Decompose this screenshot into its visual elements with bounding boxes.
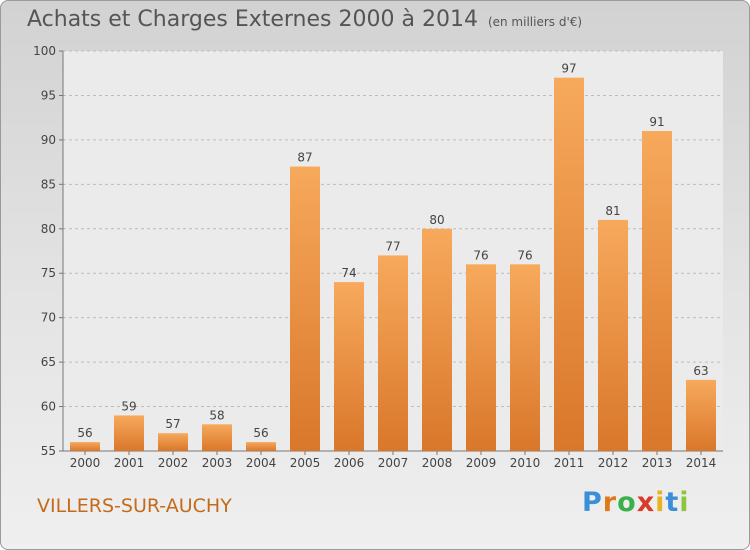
- x-tick-label: 2008: [422, 456, 453, 470]
- x-tick-label: 2005: [290, 456, 321, 470]
- bar-value-label: 97: [561, 62, 576, 76]
- logo-letter: t: [665, 487, 680, 518]
- x-tick-label: 2012: [598, 456, 629, 470]
- bar: [422, 228, 452, 451]
- bar: [378, 255, 408, 451]
- bar: [202, 424, 232, 451]
- logo-letter: x: [636, 487, 656, 518]
- proxiti-logo: Proxiti: [582, 487, 690, 518]
- bar: [510, 264, 540, 451]
- x-tick-label: 2010: [510, 456, 541, 470]
- bar-value-label: 74: [341, 266, 356, 280]
- bar-value-label: 58: [209, 408, 224, 422]
- x-tick-label: 2002: [158, 456, 189, 470]
- bar: [70, 442, 100, 451]
- x-tick-label: 2004: [246, 456, 277, 470]
- bar-value-label: 56: [253, 426, 268, 440]
- y-tick-label: 65: [41, 355, 56, 369]
- bar: [466, 264, 496, 451]
- bar-value-label: 87: [297, 151, 312, 165]
- logo-letter: o: [617, 487, 637, 518]
- y-tick-label: 60: [41, 400, 56, 414]
- y-tick-label: 100: [33, 44, 56, 58]
- logo-letter: i: [679, 487, 690, 518]
- logo-letter: i: [655, 487, 666, 518]
- x-tick-label: 2000: [70, 456, 101, 470]
- x-tick-label: 2014: [686, 456, 717, 470]
- bar: [334, 282, 364, 451]
- y-tick-label: 95: [41, 88, 56, 102]
- logo-letter: P: [582, 487, 603, 518]
- bar-value-label: 76: [473, 248, 488, 262]
- x-tick-label: 2011: [554, 456, 585, 470]
- bar: [290, 166, 320, 452]
- x-tick-label: 2001: [114, 456, 145, 470]
- bar-value-label: 81: [605, 204, 620, 218]
- y-tick-label: 80: [41, 222, 56, 236]
- bar: [158, 433, 188, 451]
- bar: [554, 77, 584, 452]
- bar: [598, 219, 628, 451]
- x-tick-label: 2013: [642, 456, 673, 470]
- x-tick-label: 2009: [466, 456, 497, 470]
- y-tick-label: 70: [41, 311, 56, 325]
- bar-value-label: 91: [649, 115, 664, 129]
- y-tick-label: 85: [41, 177, 56, 191]
- x-tick-label: 2007: [378, 456, 409, 470]
- chart-title: Achats et Charges Externes 2000 à 2014 (e…: [27, 7, 582, 32]
- y-tick-label: 90: [41, 133, 56, 147]
- bar-value-label: 63: [693, 364, 708, 378]
- bar-value-label: 76: [517, 248, 532, 262]
- bar: [114, 415, 144, 451]
- y-tick-label: 75: [41, 266, 56, 280]
- y-tick-label: 55: [41, 444, 56, 458]
- bar: [686, 379, 716, 451]
- bar: [246, 442, 276, 451]
- bar: [642, 131, 672, 451]
- x-tick-label: 2006: [334, 456, 365, 470]
- x-tick-label: 2003: [202, 456, 233, 470]
- commune-name: VILLERS-SUR-AUCHY: [37, 495, 232, 517]
- bar-value-label: 59: [121, 399, 136, 413]
- bar-value-label: 57: [165, 417, 180, 431]
- bar-value-label: 77: [385, 239, 400, 253]
- chart-title-unit: (en milliers d'€): [487, 15, 583, 29]
- chart-title-main: Achats et Charges Externes 2000 à 2014: [27, 7, 478, 32]
- bar-value-label: 56: [77, 426, 92, 440]
- bar-value-label: 80: [429, 213, 444, 227]
- logo-letter: r: [602, 487, 618, 518]
